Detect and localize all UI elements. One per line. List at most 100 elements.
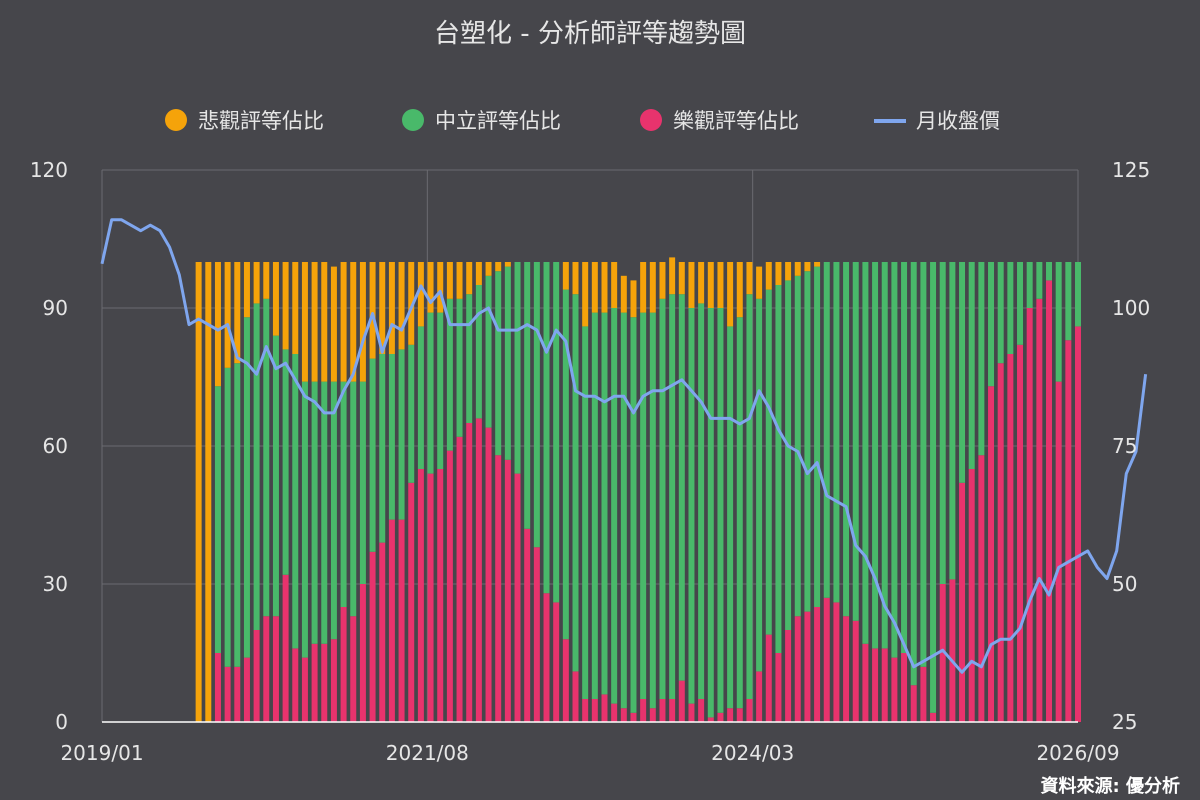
bar-bullish <box>640 699 647 722</box>
bar-bullish <box>1065 340 1072 722</box>
bar-neutral <box>1046 262 1053 281</box>
bar-bullish <box>446 450 453 722</box>
bar-bullish <box>321 643 328 722</box>
bar-bullish <box>330 639 337 722</box>
bar-neutral <box>1017 262 1024 345</box>
bar-neutral <box>611 308 618 704</box>
bar-neutral <box>359 381 366 584</box>
bar-bullish <box>533 547 540 722</box>
bar-neutral <box>640 312 647 699</box>
x-tick-label: 2019/01 <box>60 741 143 765</box>
chart-title: 台塑化 - 分析師評等趨勢圖 <box>434 19 746 49</box>
bar-neutral <box>978 262 985 456</box>
bar-bullish <box>620 708 627 722</box>
bar-bullish <box>591 699 598 722</box>
bar-neutral <box>543 262 550 594</box>
bar-neutral <box>214 386 221 653</box>
bar-bullish <box>1075 326 1081 722</box>
bar-neutral <box>330 381 337 640</box>
legend-label-price: 月收盤價 <box>916 109 1000 133</box>
bar-bullish <box>939 584 946 722</box>
legend-item-bullish[interactable]: 樂觀評等佔比 <box>640 109 799 133</box>
bar-neutral <box>814 266 821 607</box>
bar-bullish <box>611 703 618 722</box>
x-tick-label: 2021/08 <box>386 741 469 765</box>
bar-bearish <box>369 262 376 359</box>
bar-neutral <box>437 312 444 469</box>
bar-bullish <box>408 482 415 722</box>
bar-bullish <box>843 616 850 722</box>
bar-bullish <box>978 455 985 722</box>
y-left-tick-label: 120 <box>30 158 68 182</box>
bar-neutral <box>804 271 811 612</box>
bar-neutral <box>620 312 627 709</box>
bar-bullish <box>891 657 898 722</box>
bar-bearish <box>591 262 598 313</box>
bar-bearish <box>504 262 511 267</box>
bar-bullish <box>601 694 608 722</box>
bar-bullish <box>727 708 734 722</box>
bar-bullish <box>1026 308 1033 722</box>
bar-neutral <box>398 349 405 520</box>
bar-bearish <box>272 262 279 336</box>
bar-bullish <box>997 363 1004 722</box>
bar-neutral <box>253 303 260 630</box>
bar-bullish <box>437 469 444 722</box>
bar-neutral <box>408 344 415 483</box>
bar-bullish <box>823 597 830 722</box>
y-right-tick-label: 50 <box>1112 572 1137 596</box>
bar-bearish <box>214 262 221 387</box>
bar-bullish <box>553 602 560 722</box>
bar-neutral <box>1026 262 1033 308</box>
bar-neutral <box>891 262 898 658</box>
bar-bullish <box>524 528 531 722</box>
bar-neutral <box>601 312 608 695</box>
bar-bullish <box>562 639 569 722</box>
bar-neutral <box>833 262 840 603</box>
legend-item-bearish[interactable]: 悲觀評等佔比 <box>165 109 324 133</box>
bar-bullish <box>736 708 743 722</box>
bar-bearish <box>707 262 714 308</box>
bar-neutral <box>379 354 386 543</box>
bar-bullish <box>968 469 975 722</box>
bar-neutral <box>678 294 685 681</box>
bar-bearish <box>611 262 618 308</box>
bar-neutral <box>475 285 482 419</box>
bar-bullish <box>688 703 695 722</box>
bar-bullish <box>485 427 492 722</box>
bar-neutral <box>292 354 299 649</box>
legend-label-bearish: 悲觀評等佔比 <box>198 109 324 133</box>
bar-neutral <box>939 262 946 584</box>
bar-bearish <box>292 262 299 354</box>
bar-bearish <box>408 262 415 345</box>
bar-bullish <box>543 593 550 722</box>
bar-bullish <box>350 616 357 722</box>
bar-bearish <box>765 262 772 290</box>
bar-bearish <box>736 262 743 318</box>
bar-bullish <box>301 657 308 722</box>
bar-neutral <box>234 363 241 667</box>
bar-bearish <box>495 262 502 272</box>
y-right-tick-label: 100 <box>1112 296 1150 320</box>
bar-neutral <box>417 326 424 469</box>
legend-item-neutral[interactable]: 中立評等佔比 <box>402 109 561 133</box>
bar-bullish <box>340 607 347 722</box>
bar-neutral <box>910 262 917 686</box>
bar-bearish <box>746 262 753 295</box>
bar-neutral <box>243 317 250 658</box>
bar-bullish <box>804 611 811 722</box>
bar-bullish <box>572 671 579 722</box>
bar-bearish <box>195 262 202 722</box>
legend-item-price[interactable]: 月收盤價 <box>874 109 1000 133</box>
bar-bearish <box>311 262 318 382</box>
bar-bullish <box>630 712 637 722</box>
bar-bearish <box>301 262 308 382</box>
bar-neutral <box>630 317 637 713</box>
bar-neutral <box>553 262 560 603</box>
bar-neutral <box>504 266 511 460</box>
bar-bearish <box>253 262 260 304</box>
bar-bullish <box>988 386 995 722</box>
bar-bearish <box>804 262 811 272</box>
bar-bearish <box>466 262 473 295</box>
